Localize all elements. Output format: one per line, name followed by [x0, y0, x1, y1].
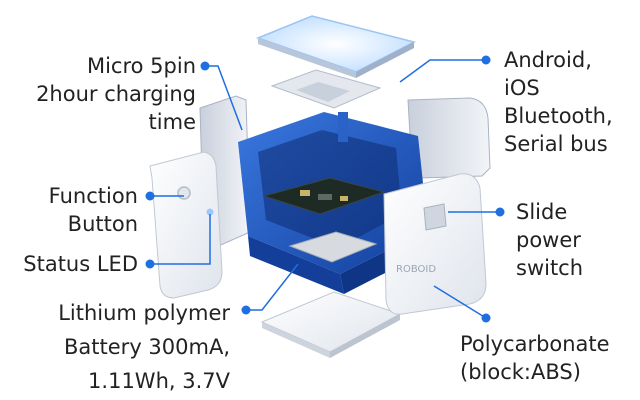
leader-status-led — [150, 214, 211, 265]
pcb-board — [262, 177, 386, 215]
side-panel-logo: ROBOID — [396, 264, 436, 275]
label-material-line-1: Polycarbonate — [460, 332, 610, 356]
label-battery-line-2: Battery 300mA, — [64, 335, 230, 359]
battery — [288, 231, 378, 263]
led-matrix-board — [255, 15, 417, 78]
diffuser-frame — [270, 69, 382, 109]
label-connectivity-line-1: Android, — [504, 48, 592, 72]
label-status-led-text: Status LED — [23, 252, 138, 276]
leader-material — [433, 285, 487, 319]
label-charging-line-2: 2hour charging — [36, 82, 196, 106]
front-right-panel: ROBOID — [383, 173, 487, 315]
label-power-switch-line-2: power — [516, 228, 581, 252]
label-charging-line-1: Micro 5pin — [86, 54, 196, 78]
label-function-button-line-2: Button — [67, 212, 138, 236]
front-left-panel — [149, 151, 223, 299]
label-function-button: Function Button — [49, 182, 138, 238]
callout-dots — [145, 55, 505, 323]
label-status-led: Status LED — [23, 250, 138, 278]
label-power-switch-line-3: switch — [516, 256, 584, 280]
label-connectivity-line-2: iOS — [504, 76, 540, 100]
label-battery-line-1: Lithium polymer — [58, 301, 230, 325]
label-battery-line-3: 1.11Wh, 3.7V — [88, 369, 230, 393]
label-material-line-2: (block:ABS) — [460, 360, 581, 384]
bottom-panel — [260, 291, 402, 358]
label-battery: Lithium polymer Battery 300mA, 1.11Wh, 3… — [58, 296, 230, 398]
leader-connectivity — [399, 59, 486, 83]
label-material: Polycarbonate (block:ABS) — [460, 330, 610, 386]
leader-battery — [246, 263, 299, 311]
label-power-switch-line-1: Slide — [516, 200, 568, 224]
label-power-switch: Slide power switch — [516, 198, 583, 282]
label-charging-line-3: time — [148, 110, 196, 134]
label-function-button-line-1: Function — [48, 184, 138, 208]
label-connectivity-line-4: Serial bus — [504, 132, 608, 156]
label-connectivity-line-3: Bluetooth, — [504, 104, 613, 128]
label-charging: Micro 5pin 2hour charging time — [36, 52, 196, 136]
label-connectivity: Android, iOS Bluetooth, Serial bus — [504, 46, 613, 158]
